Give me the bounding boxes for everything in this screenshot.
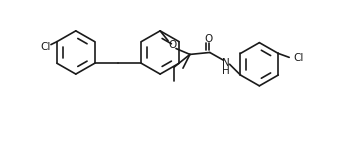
Text: Cl: Cl [41,42,51,52]
Text: H: H [222,66,230,76]
Text: O: O [205,34,213,44]
Text: N: N [222,58,230,68]
Text: Cl: Cl [293,53,303,63]
Text: O: O [168,40,176,50]
